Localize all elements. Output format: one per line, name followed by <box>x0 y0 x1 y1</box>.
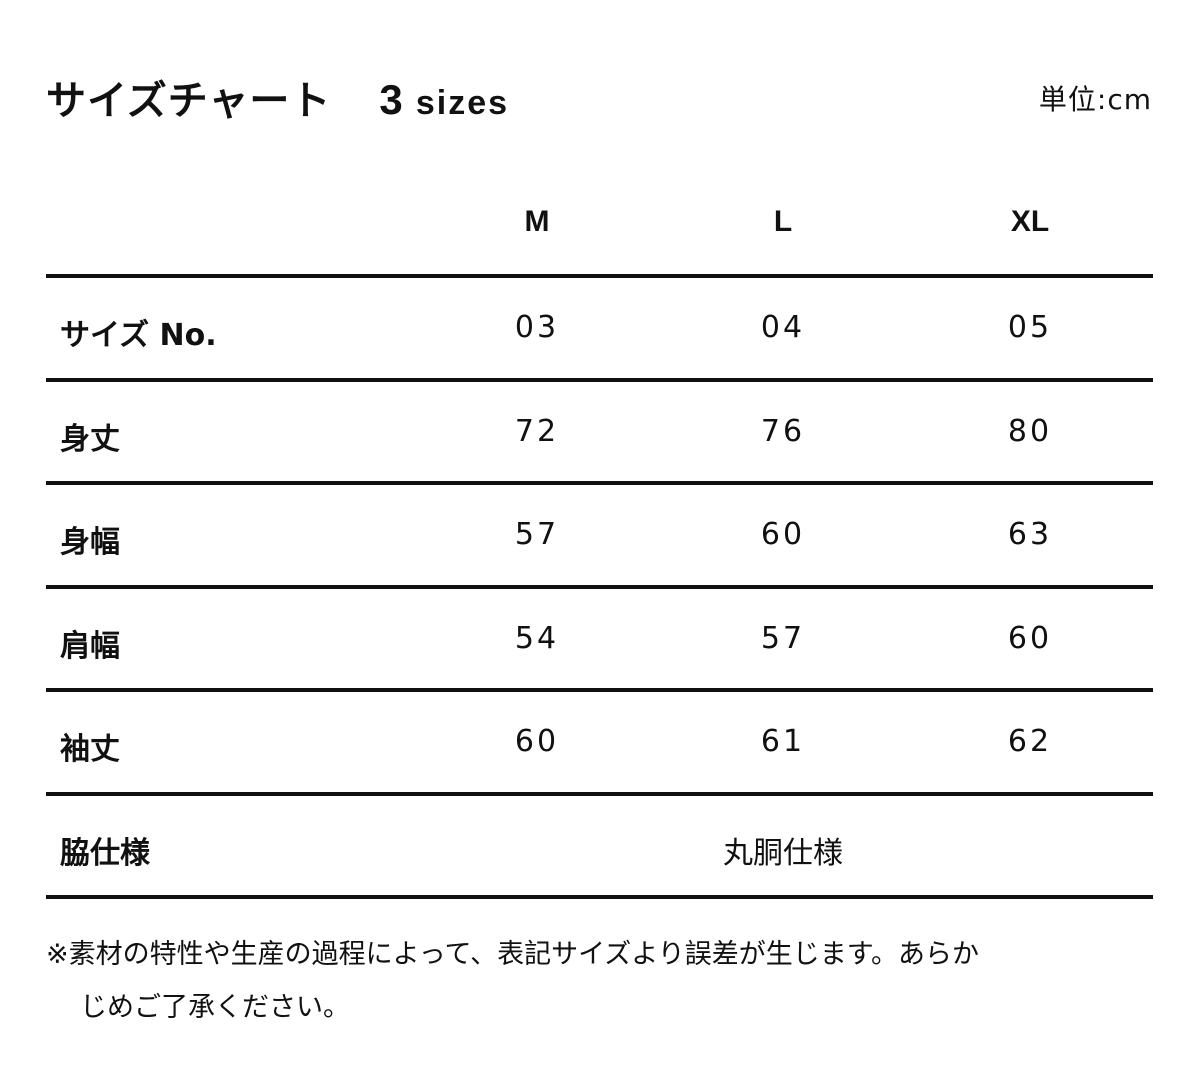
size-count: 3 sizes <box>379 76 510 123</box>
title-text: サイズチャート <box>46 78 332 124</box>
column-header-m: M <box>524 205 550 238</box>
table-row: 身丈 72 76 80 <box>46 382 1153 482</box>
table-row-side-spec: 脇仕様 丸胴仕様 <box>46 796 1153 896</box>
row-label: 袖丈 <box>60 732 120 767</box>
column-header-xl: XL <box>1010 205 1050 238</box>
cell: 57 <box>760 621 806 656</box>
footnote: ※素材の特性や生産の過程によって、表記サイズより誤差が生じます。あらか じめご了… <box>46 928 1166 1034</box>
divider <box>46 688 1153 692</box>
table-row: サイズ No. 03 04 05 <box>46 278 1153 378</box>
unit-label: 単位:cm <box>1038 83 1152 116</box>
row-label: 脇仕様 <box>60 836 150 871</box>
row-label: 身幅 <box>60 525 120 560</box>
column-header-l: L <box>773 205 793 238</box>
cell: 60 <box>1007 621 1053 656</box>
cell: 57 <box>514 517 560 552</box>
divider <box>46 792 1153 796</box>
divider <box>46 895 1153 899</box>
cell: 61 <box>760 724 806 759</box>
table-row: 身幅 57 60 63 <box>46 485 1153 585</box>
table-row: 肩幅 54 57 60 <box>46 589 1153 689</box>
row-label: 肩幅 <box>60 629 120 664</box>
cell: 80 <box>1007 414 1053 449</box>
cell: 62 <box>1007 724 1053 759</box>
row-label: 身丈 <box>60 422 120 457</box>
divider <box>46 481 1153 485</box>
cell: 05 <box>1007 310 1053 345</box>
page-title: サイズチャート 3 sizes <box>46 68 509 126</box>
footnote-line-2: じめご了承ください。 <box>80 992 350 1023</box>
cell: 63 <box>1007 517 1053 552</box>
divider <box>46 274 1153 278</box>
cell: 60 <box>760 517 806 552</box>
cell: 04 <box>760 310 806 345</box>
row-label: サイズ No. <box>60 318 217 353</box>
table-row: 袖丈 60 61 62 <box>46 692 1153 792</box>
cell: 76 <box>760 414 806 449</box>
cell: 03 <box>514 310 560 345</box>
divider <box>46 585 1153 589</box>
cell: 72 <box>514 414 560 449</box>
merged-cell: 丸胴仕様 <box>723 836 843 871</box>
cell: 54 <box>514 621 560 656</box>
footnote-line-1: ※素材の特性や生産の過程によって、表記サイズより誤差が生じます。あらか <box>46 939 980 970</box>
divider <box>46 378 1153 382</box>
cell: 60 <box>514 724 560 759</box>
